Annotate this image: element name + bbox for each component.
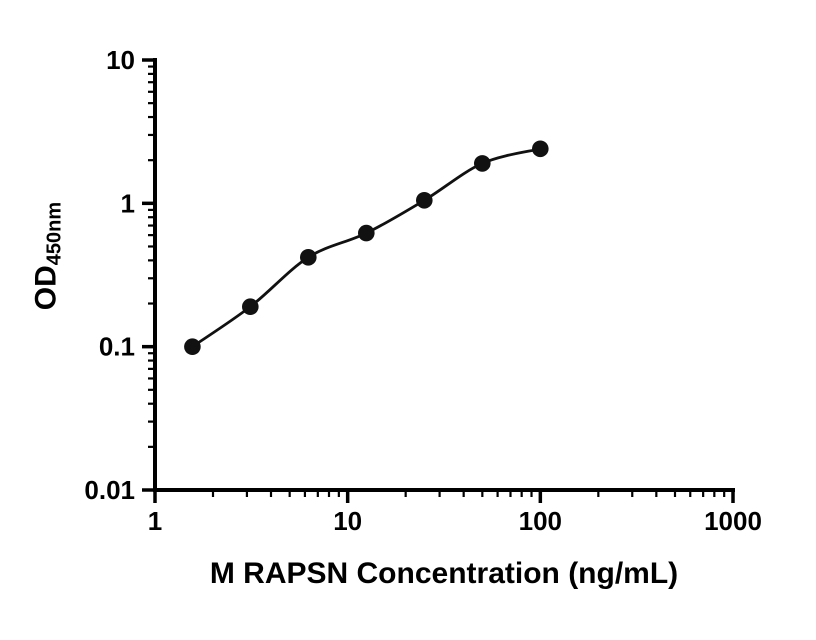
y-tick-label: 0.1 xyxy=(99,332,135,362)
data-point xyxy=(474,155,491,172)
x-tick-label: 1 xyxy=(148,506,162,536)
data-point xyxy=(242,298,259,316)
x-axis-title: M RAPSN Concentration (ng/mL) xyxy=(209,557,679,590)
x-tick-label: 1000 xyxy=(704,506,762,536)
data-point xyxy=(416,192,433,209)
data-point xyxy=(358,224,375,242)
data-point xyxy=(300,248,317,266)
y-axis-title: OD450nm xyxy=(30,202,67,310)
x-tick-label: 10 xyxy=(333,506,362,536)
y-tick-label: 10 xyxy=(106,45,135,75)
y-axis-title-main: OD xyxy=(29,265,63,311)
y-tick-label: 1 xyxy=(121,188,135,218)
data-point xyxy=(184,338,201,356)
y-tick-label: 0.01 xyxy=(84,475,135,505)
y-axis-title-subscript: 450nm xyxy=(43,201,66,266)
fit-curve xyxy=(191,147,541,348)
data-point xyxy=(532,140,549,158)
x-tick-label: 100 xyxy=(519,506,562,536)
